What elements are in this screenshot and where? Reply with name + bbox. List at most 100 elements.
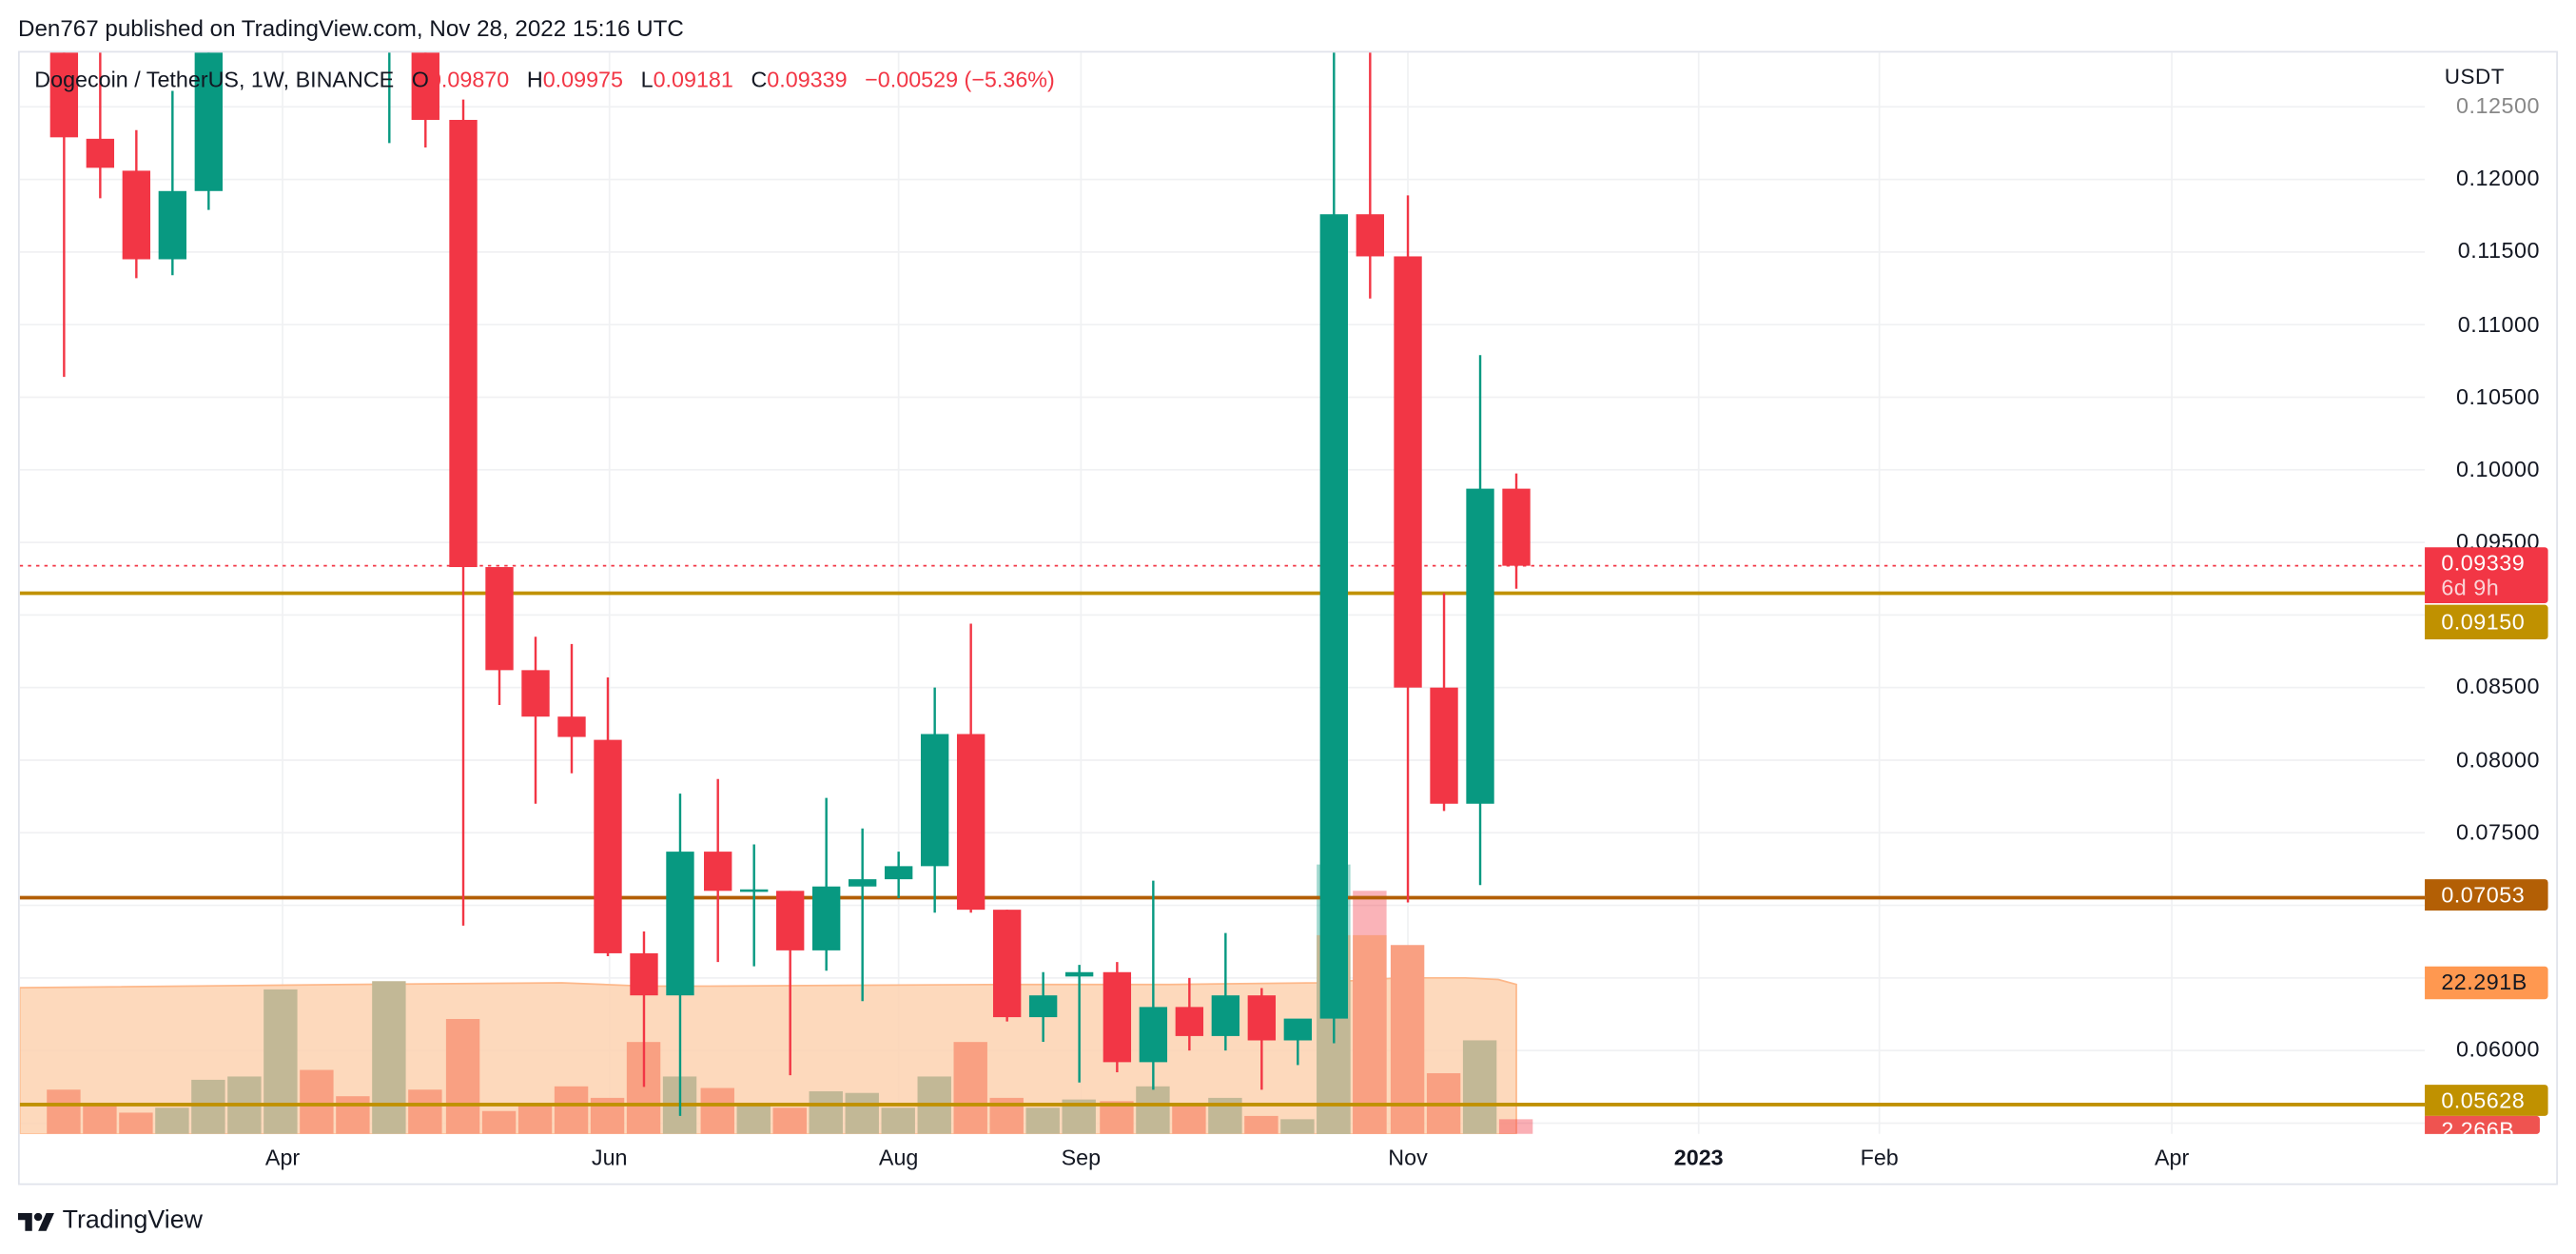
open-label: O bbox=[411, 67, 429, 92]
low-value: 0.09181 bbox=[653, 67, 733, 92]
bar-countdown: 6d 9h bbox=[2441, 575, 2500, 600]
candle-body-down bbox=[992, 910, 1022, 1018]
symbol-name[interactable]: Dogecoin / TetherUS, 1W, BINANCE bbox=[34, 67, 395, 92]
candle-body-down bbox=[704, 852, 732, 892]
volume-bar bbox=[736, 1106, 771, 1134]
volume-bar bbox=[1025, 1107, 1060, 1134]
tradingview-brand: TradingView bbox=[62, 1205, 203, 1235]
high-label: H bbox=[526, 67, 543, 92]
candle-body-down bbox=[1103, 971, 1132, 1063]
volume-bar bbox=[554, 1086, 589, 1134]
price-tick: 0.07500 bbox=[2456, 819, 2540, 845]
candle-body-down bbox=[1247, 995, 1277, 1041]
candle-body-down bbox=[1356, 214, 1384, 257]
candlestick-chart bbox=[19, 52, 2426, 1134]
volume-bar bbox=[47, 1089, 81, 1134]
tradingview-logo[interactable]: TradingView bbox=[17, 1205, 203, 1236]
candle-body-up bbox=[920, 734, 949, 867]
candle-body-down bbox=[411, 52, 439, 121]
volume-bar bbox=[445, 1018, 480, 1134]
volume-bar bbox=[300, 1069, 334, 1134]
price-tick: 0.08000 bbox=[2456, 747, 2540, 773]
volume-bar-lower bbox=[1353, 934, 1387, 1134]
candle-body-down bbox=[122, 170, 151, 260]
price-tick: 0.12500 bbox=[2456, 93, 2540, 119]
price-tick: 0.11000 bbox=[2457, 311, 2540, 337]
volume-bar bbox=[1390, 945, 1425, 1134]
volume-bar bbox=[809, 1090, 843, 1134]
candle-body-up bbox=[1064, 971, 1094, 977]
volume-bar bbox=[1498, 1119, 1533, 1134]
price-axis-unit: USDT bbox=[2444, 64, 2505, 89]
price-tick: 0.08500 bbox=[2456, 674, 2540, 699]
volume-ma-tag: 22.291B bbox=[2425, 966, 2548, 1000]
volume-bar bbox=[155, 1107, 189, 1134]
current-price-tag: 0.09339 6d 9h bbox=[2425, 547, 2548, 603]
time-label-nov: Nov bbox=[1388, 1145, 1428, 1170]
volume-bar bbox=[1462, 1040, 1497, 1134]
candle-body-down bbox=[630, 952, 658, 996]
time-label-apr: Apr bbox=[264, 1145, 301, 1170]
time-label-aug: Aug bbox=[878, 1145, 919, 1170]
candle-body-down bbox=[1175, 1007, 1204, 1036]
candle-body-up bbox=[666, 852, 694, 996]
candle-body-up bbox=[812, 886, 841, 950]
candle-body-up bbox=[1319, 214, 1349, 1019]
time-label-jun: Jun bbox=[591, 1145, 628, 1170]
change-value: −0.00529 (−5.36%) bbox=[865, 67, 1055, 92]
candle-body-down bbox=[1430, 687, 1458, 804]
volume-bar bbox=[408, 1089, 442, 1134]
candle-body-up bbox=[158, 190, 187, 260]
volume-bar bbox=[845, 1092, 879, 1134]
volume-bar bbox=[191, 1079, 225, 1134]
candle-body-up bbox=[194, 52, 224, 191]
candle-body-down bbox=[1502, 488, 1531, 566]
tradingview-logo-icon bbox=[17, 1211, 54, 1230]
volume-bar bbox=[1172, 1106, 1206, 1134]
level-tag-05628: 0.05628 bbox=[2425, 1085, 2548, 1116]
publisher-header: Den767 published on TradingView.com, Nov… bbox=[17, 14, 684, 42]
high-value: 0.09975 bbox=[542, 67, 623, 92]
close-value: 0.09339 bbox=[767, 67, 848, 92]
volume-bar bbox=[881, 1107, 915, 1134]
time-axis[interactable]: Apr Jun Aug Sep Nov 2023 Feb Apr bbox=[20, 1134, 2425, 1184]
volume-bar bbox=[1244, 1115, 1278, 1134]
volume-bar bbox=[1100, 1101, 1134, 1134]
candle-body-down bbox=[557, 716, 586, 737]
volume-bar bbox=[700, 1087, 734, 1134]
candle-body-up bbox=[1466, 488, 1494, 804]
candle-body-down bbox=[594, 739, 622, 953]
volume-bar bbox=[517, 1103, 553, 1134]
candle-body-up bbox=[884, 866, 913, 880]
price-tick: 0.11500 bbox=[2457, 239, 2540, 264]
candle-body-up bbox=[1283, 1018, 1313, 1041]
candle-body-down bbox=[956, 734, 986, 911]
candle-body-down bbox=[776, 891, 805, 950]
chart-frame: Dogecoin / TetherUS, 1W, BINANCE O0.0987… bbox=[17, 50, 2558, 1185]
time-label-2023: 2023 bbox=[1673, 1145, 1724, 1170]
price-tick: 0.10000 bbox=[2456, 456, 2540, 481]
time-label-apr-2023: Apr bbox=[2154, 1145, 2190, 1170]
level-tag-0915: 0.09150 bbox=[2425, 604, 2548, 639]
volume-bar bbox=[1280, 1119, 1315, 1134]
volume-bar bbox=[119, 1112, 153, 1134]
close-label: C bbox=[751, 67, 768, 92]
price-tick: 0.06000 bbox=[2456, 1037, 2540, 1063]
volume-bar bbox=[772, 1107, 807, 1134]
candle-body-up bbox=[848, 879, 877, 887]
candle-body-down bbox=[521, 670, 550, 717]
volume-bar bbox=[263, 989, 298, 1134]
price-plot-area[interactable]: Dogecoin / TetherUS, 1W, BINANCE O0.0987… bbox=[19, 52, 2426, 1134]
volume-bar bbox=[953, 1042, 987, 1134]
price-axis[interactable]: USDT 0.12500 0.12000 0.11500 0.11000 0.10500… bbox=[2425, 52, 2556, 1183]
candle-body-up bbox=[1211, 995, 1240, 1036]
candle-body-up bbox=[740, 889, 769, 892]
volume-current-tag: 2.266B bbox=[2425, 1115, 2540, 1134]
candle-body-down bbox=[449, 120, 478, 568]
price-tick: 0.10500 bbox=[2456, 383, 2540, 409]
candle-body-down bbox=[485, 567, 514, 671]
time-label-sep: Sep bbox=[1061, 1145, 1102, 1170]
candle-body-down bbox=[49, 52, 79, 138]
candle-body-down bbox=[1394, 256, 1422, 688]
